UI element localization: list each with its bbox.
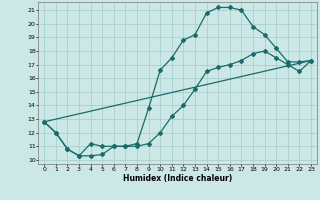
X-axis label: Humidex (Indice chaleur): Humidex (Indice chaleur) [123,174,232,183]
